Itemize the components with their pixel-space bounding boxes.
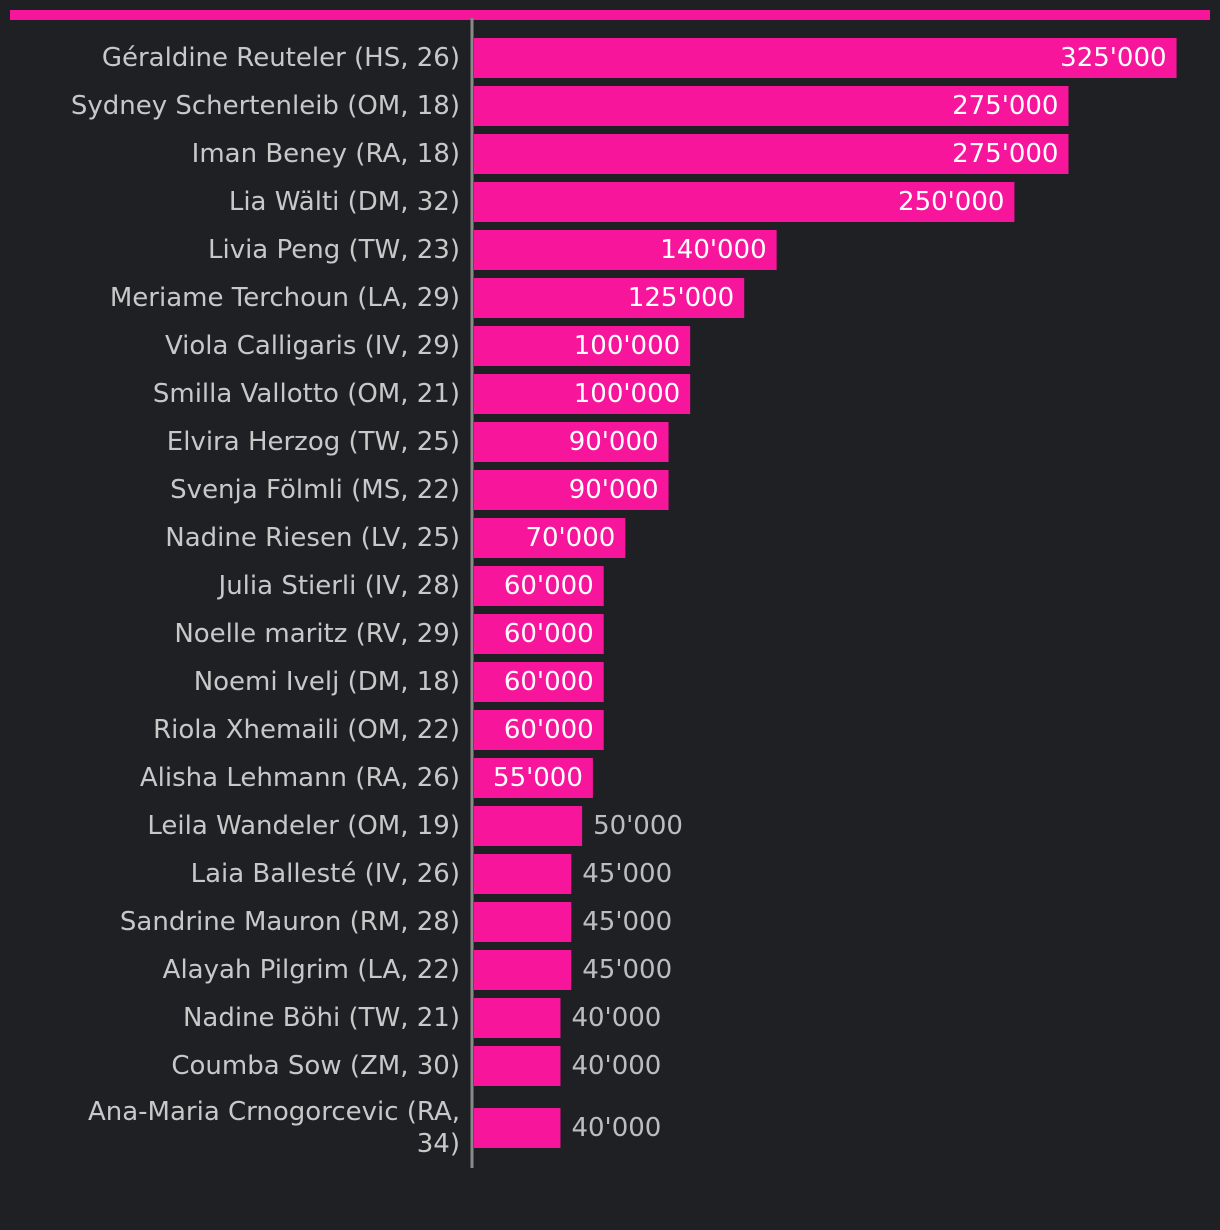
category-label: Leila Wandeler (OM, 19) [147,811,460,841]
category-label: Sandrine Mauron (RM, 28) [120,907,460,937]
bar [474,662,604,702]
value-label: 60'000 [504,571,594,601]
value-label: 45'000 [582,907,672,937]
category-label: Ana-Maria Crnogorcevic (RA, [88,1097,460,1127]
value-label: 60'000 [504,619,594,649]
bar [474,326,691,366]
bar [474,710,604,750]
category-label: Alayah Pilgrim (LA, 22) [163,955,460,985]
value-label: 45'000 [582,859,672,889]
value-label: 70'000 [525,523,615,553]
category-label: Alisha Lehmann (RA, 26) [140,763,460,793]
value-label: 125'000 [628,283,734,313]
value-label: 90'000 [569,475,659,505]
category-label: Iman Beney (RA, 18) [192,139,460,169]
category-label: Noelle maritz (RV, 29) [174,619,460,649]
value-label: 90'000 [569,427,659,457]
category-label: Livia Peng (TW, 23) [208,235,460,265]
bar [474,134,1069,174]
category-label: Géraldine Reuteler (HS, 26) [102,43,460,73]
value-label: 60'000 [504,715,594,745]
bars-layer [474,38,1177,1148]
bar [474,86,1069,126]
category-label: Lia Wälti (DM, 32) [229,187,460,217]
value-label: 275'000 [952,91,1058,121]
category-label: Noemi Ivelj (DM, 18) [194,667,460,697]
category-label: 34) [417,1129,460,1159]
category-label: Meriame Terchoun (LA, 29) [110,283,460,313]
value-label: 50'000 [593,811,683,841]
bar [474,38,1177,78]
category-label: Laia Ballesté (IV, 26) [191,859,460,889]
bar [474,806,583,846]
bar [474,278,745,318]
value-label: 55'000 [493,763,583,793]
value-label: 45'000 [582,955,672,985]
value-label: 40'000 [571,1113,661,1143]
bar [474,902,572,942]
bar [474,1108,561,1148]
category-label: Svenja Fölmli (MS, 22) [170,475,460,505]
category-label: Sydney Schertenleib (OM, 18) [71,91,460,121]
value-label: 140'000 [660,235,766,265]
value-label: 275'000 [952,139,1058,169]
bar [474,374,691,414]
bar [474,758,593,798]
category-label: Julia Stierli (IV, 28) [217,571,460,601]
bar [474,614,604,654]
bar [474,998,561,1038]
value-label: 100'000 [574,379,680,409]
bar [474,230,777,270]
category-label: Riola Xhemaili (OM, 22) [153,715,460,745]
category-label: Nadine Böhi (TW, 21) [183,1003,460,1033]
value-label: 60'000 [504,667,594,697]
category-label: Coumba Sow (ZM, 30) [171,1051,460,1081]
value-label: 250'000 [898,187,1004,217]
value-label: 325'000 [1060,43,1166,73]
bar [474,566,604,606]
bar [474,422,669,462]
bar [474,854,572,894]
value-labels: 325'000275'000275'000250'000140'000125'0… [493,43,1167,1143]
bar [474,950,572,990]
bar [474,182,1015,222]
category-label: Elvira Herzog (TW, 25) [167,427,460,457]
bar [474,518,626,558]
category-label: Nadine Riesen (LV, 25) [165,523,460,553]
top-accent-rule [10,10,1210,20]
bar [474,470,669,510]
value-label: 100'000 [574,331,680,361]
category-label: Viola Calligaris (IV, 29) [165,331,460,361]
value-label: 40'000 [571,1003,661,1033]
category-label: Smilla Vallotto (OM, 21) [153,379,460,409]
value-label: 40'000 [571,1051,661,1081]
bar [474,1046,561,1086]
category-labels: Géraldine Reuteler (HS, 26) Sydney Schert… [71,43,460,1159]
